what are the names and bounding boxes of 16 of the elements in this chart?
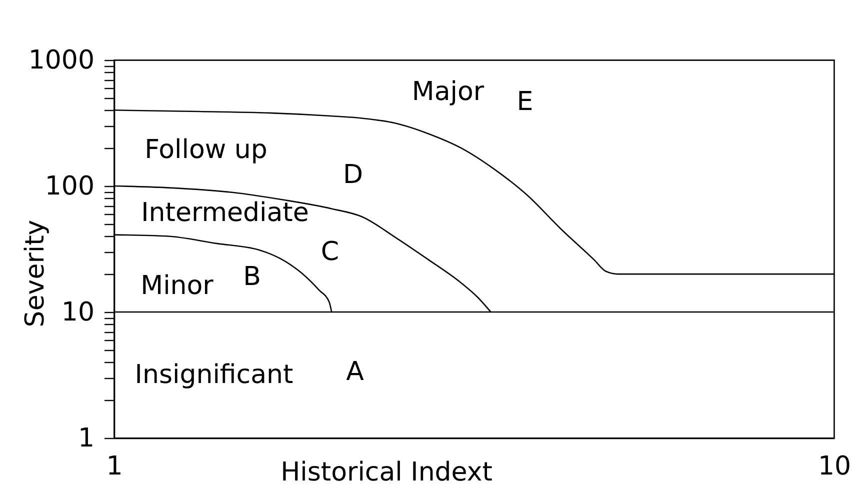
annotation: Insignificant	[134, 360, 294, 390]
y-axis-title: Severity	[20, 220, 50, 328]
annotation: Intermediate	[141, 198, 309, 228]
annotation: E	[516, 87, 534, 117]
annotation: Major	[412, 77, 484, 107]
y-tick-label: 10	[61, 298, 94, 328]
annotation: B	[243, 262, 261, 292]
annotation: A	[346, 357, 364, 387]
x-axis-title: Historical Indext	[280, 458, 492, 488]
annotation: C	[320, 237, 340, 267]
y-tick-label: 100	[44, 172, 94, 202]
y-tick-label: 1	[78, 424, 94, 454]
annotation: D	[342, 160, 364, 190]
y-tick-label: 1000	[28, 46, 94, 76]
annotation: Follow up	[144, 135, 268, 165]
annotation: Minor	[140, 271, 214, 301]
